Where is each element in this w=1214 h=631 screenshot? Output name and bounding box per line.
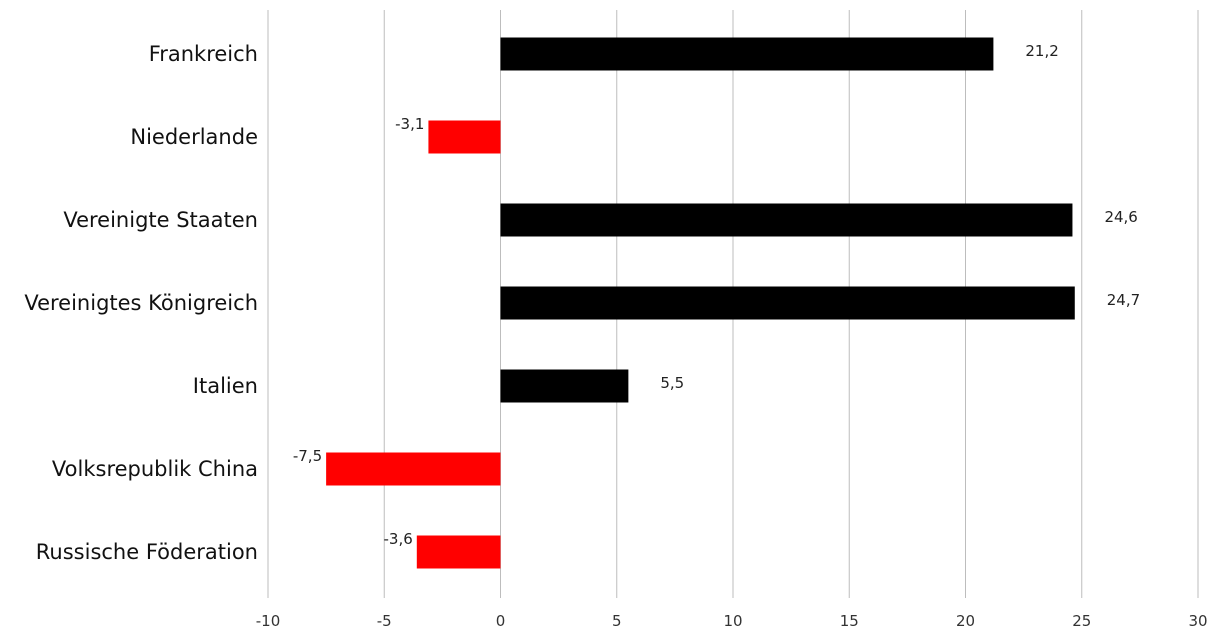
- x-tick-label: 5: [612, 612, 622, 630]
- category-labels: Frankreich Niederlande Vereinigte Staaten V…: [24, 42, 258, 564]
- value-label: 24,6: [1104, 208, 1137, 226]
- value-label: 5,5: [660, 374, 684, 392]
- bar-italien: [500, 369, 629, 403]
- x-tick-label: 10: [723, 612, 742, 630]
- x-tick-label: 20: [956, 612, 975, 630]
- value-label: 24,7: [1107, 291, 1140, 309]
- x-tick-label: -10: [256, 612, 281, 630]
- x-tick-label: 15: [840, 612, 859, 630]
- bar-frankreich: [500, 37, 994, 71]
- x-tick-label: 25: [1072, 612, 1091, 630]
- bar-russische-foederation: [416, 535, 501, 569]
- category-label: Italien: [193, 374, 258, 398]
- x-tick-label: 30: [1188, 612, 1207, 630]
- category-label: Russische Föderation: [36, 540, 258, 564]
- bars: [326, 37, 1075, 569]
- category-label: Frankreich: [149, 42, 258, 66]
- value-label: -7,5: [293, 447, 322, 465]
- category-label: Vereinigtes Königreich: [24, 291, 258, 315]
- bar-volksrepublik-china: [326, 452, 501, 486]
- value-labels: 21,2 -3,1 24,6 24,7 5,5 -7,5 -3,6: [293, 42, 1140, 548]
- value-label: -3,1: [395, 115, 424, 133]
- bar-vereinigte-staaten: [500, 203, 1073, 237]
- value-label: 21,2: [1025, 42, 1058, 60]
- x-tick-label: 0: [496, 612, 506, 630]
- x-tick-label: -5: [377, 612, 392, 630]
- x-axis-ticks: -10 -5 0 5 10 15 20 25 30: [256, 612, 1208, 630]
- bar-vereinigtes-koenigreich: [500, 286, 1075, 320]
- value-label: -3,6: [384, 530, 413, 548]
- category-label: Niederlande: [130, 125, 258, 149]
- category-label: Vereinigte Staaten: [63, 208, 258, 232]
- category-label: Volksrepublik China: [52, 457, 258, 481]
- bar-niederlande: [428, 120, 501, 154]
